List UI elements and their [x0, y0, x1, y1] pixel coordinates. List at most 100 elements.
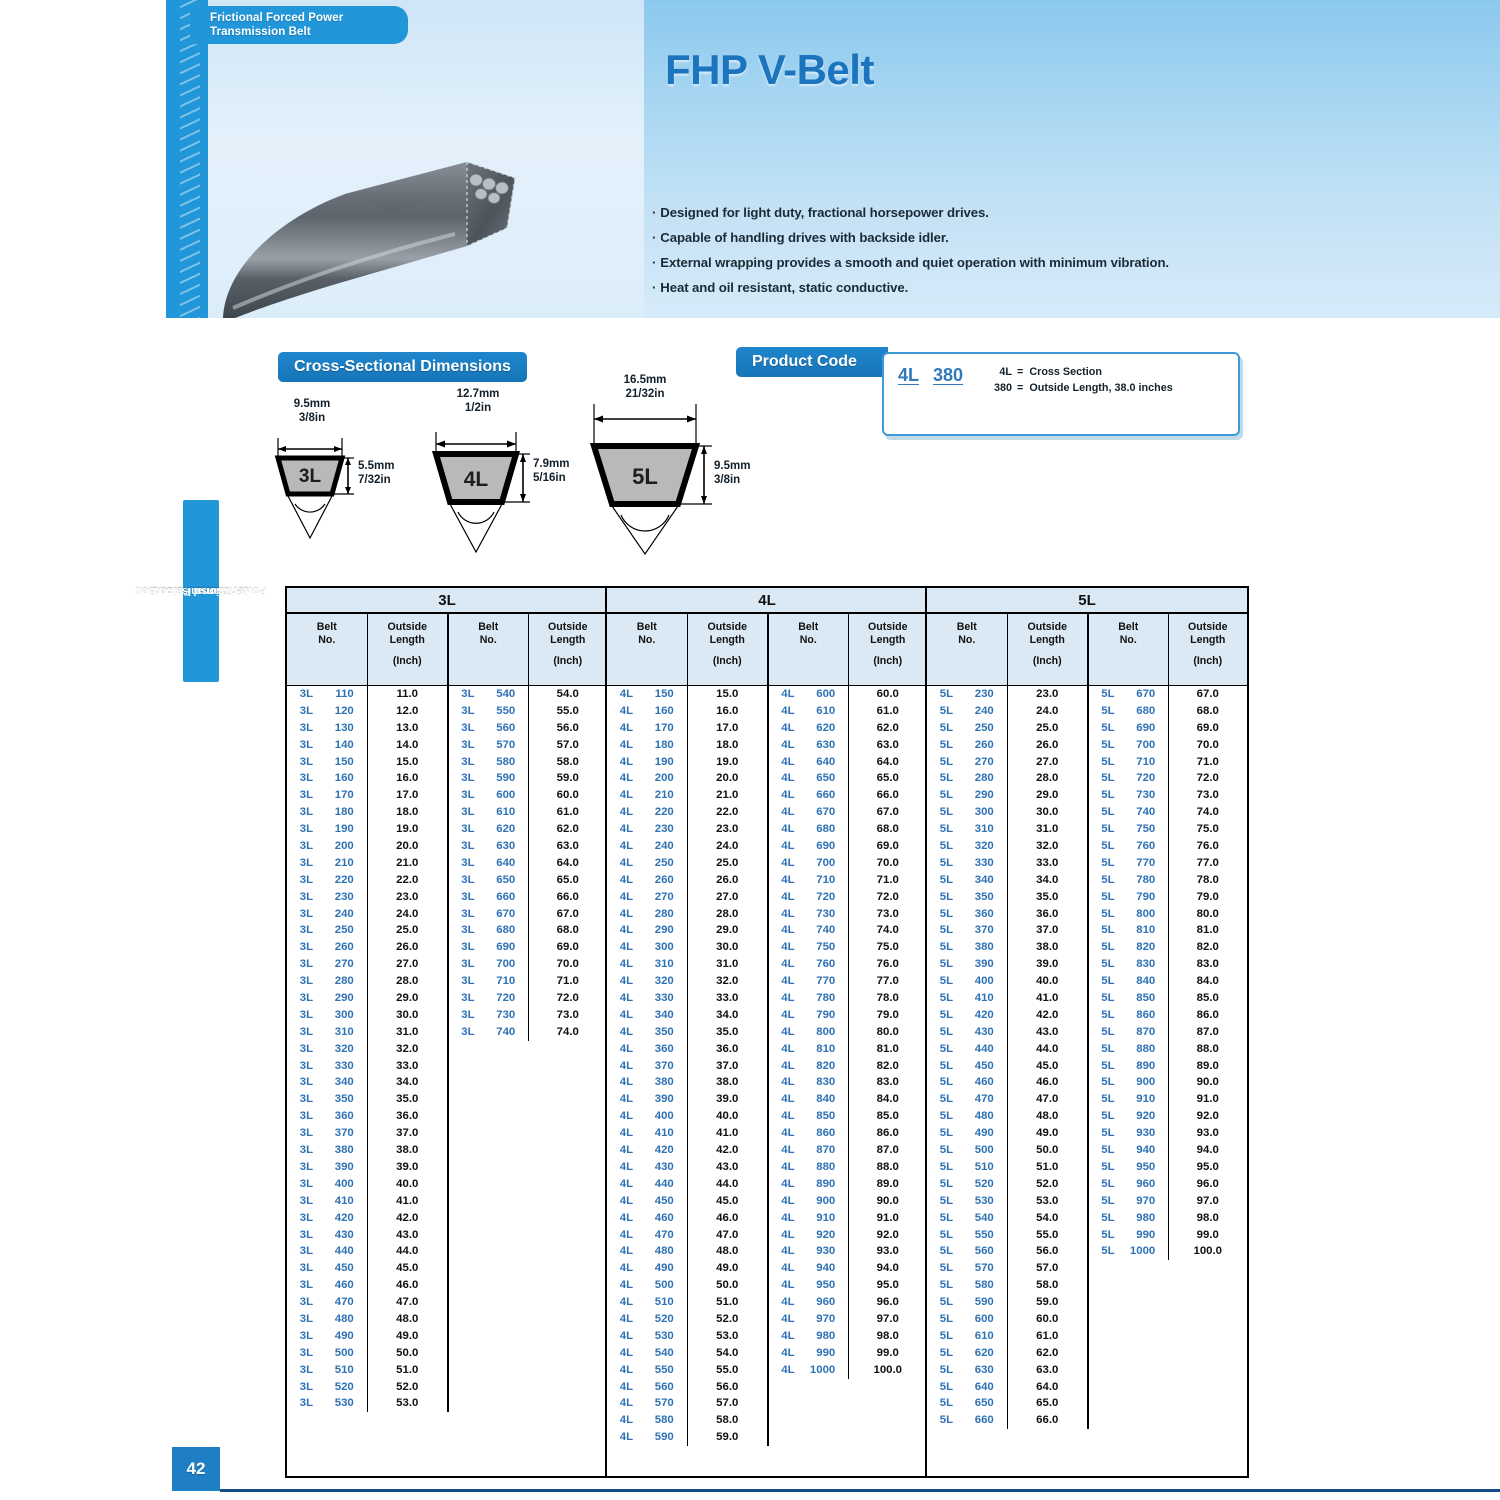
outside-length-cell: 67.0	[1196, 688, 1219, 700]
belt-no-cell: 5L 310	[939, 823, 994, 836]
belt-no-cell: 3L 460	[299, 1279, 354, 1292]
cross-section-heading: Cross-Sectional Dimensions	[278, 352, 527, 382]
belt-no-cell: 4L 720	[781, 890, 836, 903]
belt-no-cell: 5L 690	[1101, 721, 1156, 734]
belt-no-cell: 4L 700	[781, 856, 836, 869]
outside-length-cell: 62.0	[556, 823, 579, 836]
belt-no-cell: 4L 280	[619, 907, 674, 920]
belt-no-cell: 5L 240	[939, 704, 994, 717]
outside-length-cell: 59.0	[716, 1431, 739, 1444]
column-header-line: Outside	[868, 621, 908, 633]
outside-length-cell: 24.0	[1036, 704, 1059, 717]
outside-length-cell: 27.0	[1036, 755, 1059, 768]
belt-no-cell: 5L 660	[939, 1414, 994, 1427]
outside-length-cell: 55.0	[1036, 1228, 1059, 1241]
belt-no-cell: 3L 160	[299, 772, 354, 785]
cross-section-4l: 4L 12.7mm 1/2in 7.9mm 5/16in	[420, 388, 569, 558]
outside-length-cell: 55.0	[716, 1363, 739, 1376]
outside-length-cell: 76.0	[876, 958, 899, 971]
belt-no-cell: 5L 520	[939, 1177, 994, 1190]
outside-length-cell: 42.0	[1036, 1008, 1059, 1021]
outside-length-cell: 68.0	[556, 924, 579, 937]
outside-length-cell: 37.0	[396, 1127, 419, 1140]
belt-no-cell: 4L 980	[781, 1329, 836, 1342]
outside-length-cell: 28.0	[396, 975, 419, 988]
belt-no-cell: 4L 640	[781, 755, 836, 768]
outside-length-cell: 36.0	[716, 1042, 739, 1055]
belt-no-cell: 3L 270	[299, 958, 354, 971]
dim-4l-height-in: 5/16in	[533, 471, 566, 484]
belt-no-cell: 3L 660	[461, 890, 516, 903]
belt-no-cell: 5L 840	[1101, 975, 1156, 988]
outside-length-cell: 68.0	[1196, 704, 1219, 717]
belt-no-cell: 4L 870	[781, 1144, 836, 1157]
cross-section-4l-drawing: 4L	[432, 432, 530, 554]
belt-no-cell: 5L 720	[1101, 772, 1156, 785]
belt-table-group-body: Belt No. Outside Length (Inch) 4L 150 4L 160 4L 17…	[607, 614, 927, 1447]
outside-length-cell: 77.0	[876, 975, 899, 988]
outside-length-cell: 46.0	[716, 1211, 739, 1224]
outside-length-cell: 80.0	[1196, 907, 1219, 920]
outside-length-cell: 89.0	[1196, 1059, 1219, 1072]
belt-no-cell: 3L 440	[299, 1245, 354, 1258]
belt-no-cell: 5L 880	[1101, 1042, 1156, 1055]
column-header-line: Outside	[1027, 621, 1067, 633]
outside-length-cell: 26.0	[1036, 738, 1059, 751]
outside-length-cell: 71.0	[556, 975, 579, 988]
belt-no-cell: 4L 610	[781, 704, 836, 717]
belt-no-cell: 4L 300	[619, 941, 674, 954]
outside-length-cell: 95.0	[1196, 1160, 1219, 1173]
dim-4l-top: 12.7mm 1/2in	[424, 388, 532, 415]
belt-subtable-body: 5L 670 5L 680 5L 690 5L 700 5L 710 5L 720 5L 730 5L 740…	[1089, 686, 1247, 1261]
outside-length-cell: 54.0	[716, 1346, 739, 1359]
outside-length-cell: 39.0	[716, 1093, 739, 1106]
belt-no-cell: 4L 620	[781, 721, 836, 734]
belt-no-cell: 4L 890	[781, 1177, 836, 1190]
belt-no-cell: 4L 680	[781, 823, 836, 836]
bullet-icon: ·	[652, 205, 657, 220]
outside-length-cell: 85.0	[876, 1110, 899, 1123]
belt-no-cell: 5L 370	[939, 924, 994, 937]
dim-5l-top-in: 21/32in	[625, 387, 665, 400]
outside-length-cell: 86.0	[1196, 1008, 1219, 1021]
outside-length-cell: 38.0	[716, 1076, 739, 1089]
belt-no-cell: 5L 590	[939, 1296, 994, 1309]
belt-no-cell: 5L 390	[939, 958, 994, 971]
belt-no-cell: 3L 680	[461, 924, 516, 937]
belt-no-cell: 3L 400	[299, 1177, 354, 1190]
outside-length-cell: 61.0	[556, 806, 579, 819]
belt-table-group-4l: 4L Belt No. Outside Length (Inch) 4L 150 4L 160 4L…	[605, 586, 929, 1478]
belt-no-cell: 4L 910	[781, 1211, 836, 1224]
belt-no-cell: 4L 440	[619, 1177, 674, 1190]
belt-no-cell: 4L 780	[781, 992, 836, 1005]
belt-no-cell: 4L 270	[619, 890, 674, 903]
outside-length-cell: 65.0	[1036, 1397, 1059, 1410]
belt-no-cell: 3L 720	[461, 992, 516, 1005]
belt-no-cell: 4L 490	[619, 1262, 674, 1275]
belt-no-cell: 5L 610	[939, 1329, 994, 1342]
belt-no-cell: 5L 320	[939, 840, 994, 853]
outside-length-cell: 41.0	[716, 1127, 739, 1140]
belt-no-cell: 4L 310	[619, 958, 674, 971]
outside-length-cell: 21.0	[396, 856, 419, 869]
belt-no-cell: 4L 790	[781, 1008, 836, 1021]
belt-no-cell: 3L 240	[299, 907, 354, 920]
outside-length-cell: 21.0	[716, 789, 739, 802]
dim-3l-height-mm: 5.5mm	[358, 460, 395, 472]
outside-length-cell: 44.0	[396, 1245, 419, 1258]
column-header-line: No.	[318, 633, 336, 646]
belt-no-cell: 4L 470	[619, 1228, 674, 1241]
column-header-line: No.	[958, 633, 976, 646]
outside-length-cell: 23.0	[716, 823, 739, 836]
outside-length-cell: 40.0	[396, 1177, 419, 1190]
outside-length-cell: 99.0	[1196, 1228, 1219, 1241]
belt-subtable-body: 3L 540 3L 550 3L 560 3L 570 3L 580 3L 590 3L 600 3L 610…	[449, 686, 607, 1041]
outside-length-cell: 56.0	[556, 721, 579, 734]
outside-length-cell: 28.0	[1036, 772, 1059, 785]
belt-no-cell: 4L 590	[619, 1431, 674, 1444]
outside-length-cell: 60.0	[876, 688, 899, 700]
belt-no-cell: 5L 770	[1101, 856, 1156, 869]
belt-table-group-body: Belt No. Outside Length (Inch) 5L 230 5L 240 5L 25…	[927, 614, 1247, 1430]
belt-no-cell: 3L 210	[299, 856, 354, 869]
outside-length-cell: 16.0	[396, 772, 419, 785]
